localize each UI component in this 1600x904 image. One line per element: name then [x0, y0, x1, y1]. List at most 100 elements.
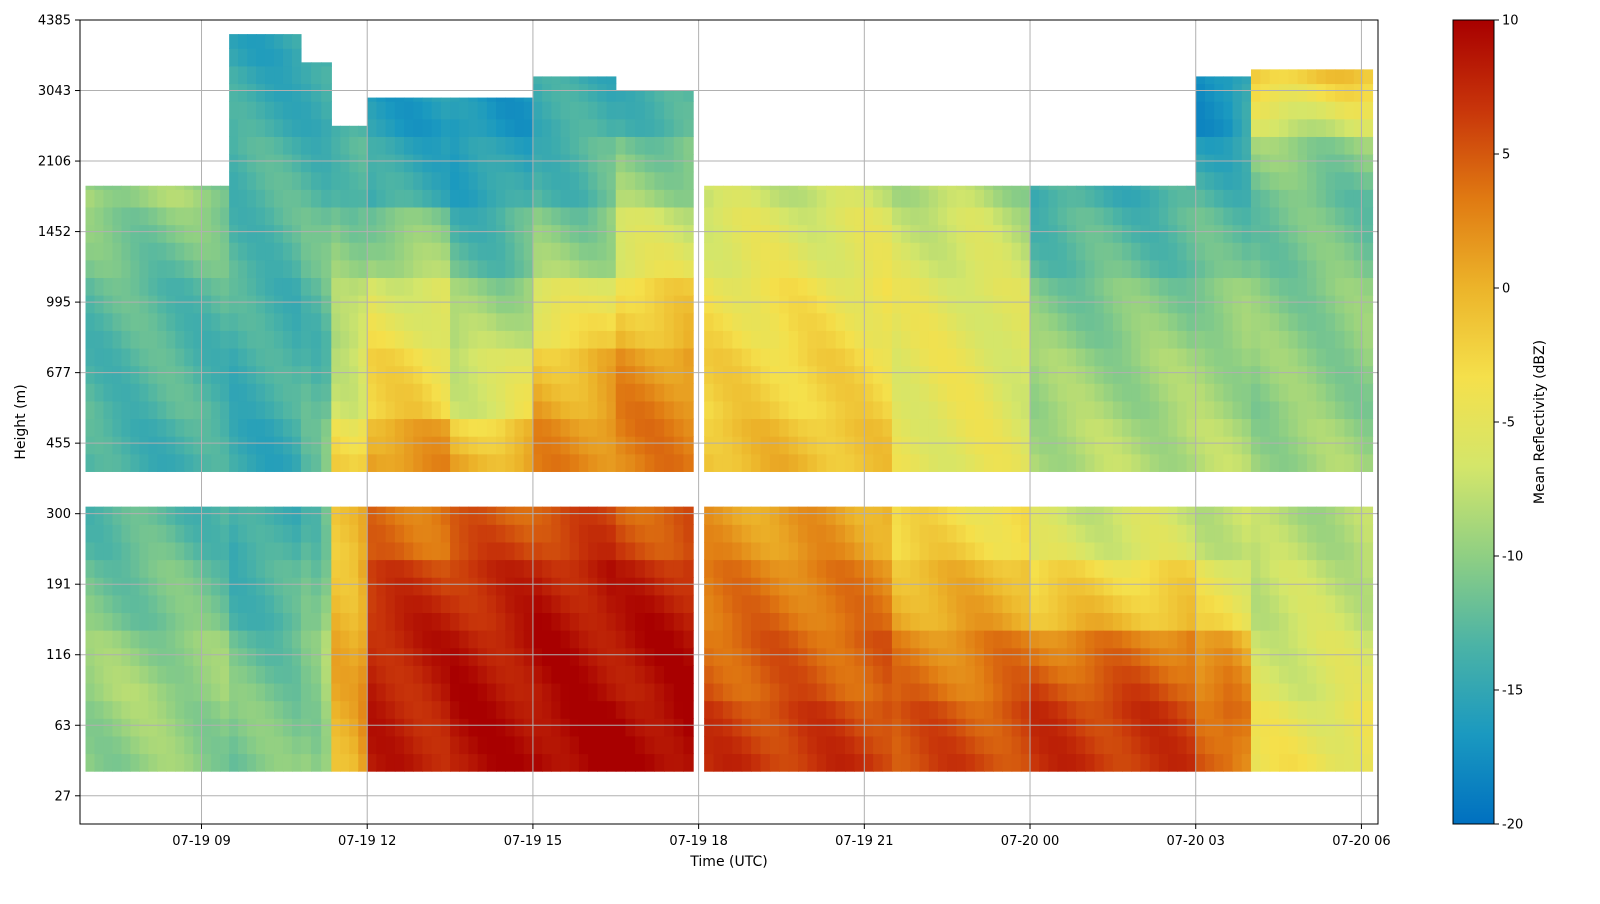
heatmap-cell — [928, 365, 939, 384]
heatmap-cell — [238, 65, 248, 85]
heatmap-cell — [459, 418, 470, 437]
heatmap-cell — [468, 682, 479, 702]
heatmap-cell — [282, 418, 293, 437]
heatmap-cell — [265, 383, 275, 402]
heatmap-cell — [148, 312, 158, 331]
heatmap-cell — [597, 383, 608, 402]
heatmap-cell — [901, 735, 911, 755]
heatmap-cell — [1363, 101, 1374, 120]
heatmap-cell — [247, 171, 257, 190]
heatmap-cell — [542, 154, 552, 173]
heatmap-cell — [588, 330, 598, 349]
heatmap-cell — [1048, 365, 1059, 384]
heatmap-cell — [431, 718, 442, 737]
heatmap-cell — [1353, 718, 1364, 737]
heatmap-cell — [1297, 259, 1308, 279]
heatmap-cell — [367, 154, 378, 173]
heatmap-cell — [291, 101, 302, 120]
heatmap-cell — [532, 259, 543, 279]
heatmap-cell — [1335, 559, 1346, 578]
heatmap-cell — [477, 718, 488, 737]
heatmap-cell — [340, 224, 350, 243]
heatmap-cell — [569, 594, 580, 614]
heatmap-cell — [413, 506, 424, 525]
heatmap-cell — [1297, 224, 1308, 243]
heatmap-cell — [635, 753, 646, 772]
heatmap-cell — [1140, 259, 1151, 279]
heatmap-cell — [615, 118, 627, 137]
heatmap-cell — [94, 612, 105, 631]
heatmap-cell — [1344, 506, 1355, 525]
heatmap-cell — [523, 259, 534, 279]
heatmap-cell — [130, 189, 140, 208]
heatmap-cell — [551, 735, 562, 755]
heatmap-cell — [1223, 436, 1234, 455]
heatmap-cell — [340, 125, 350, 137]
heatmap-cell — [901, 436, 911, 455]
heatmap-cell — [103, 189, 114, 208]
heatmap-cell — [486, 718, 497, 737]
heatmap-cell — [891, 242, 902, 261]
heatmap-cell — [974, 259, 985, 279]
heatmap-cell — [713, 185, 724, 190]
heatmap-cell — [816, 577, 827, 596]
heatmap-cell — [844, 735, 855, 755]
heatmap-cell — [1002, 559, 1013, 578]
heatmap-cell — [220, 206, 230, 226]
heatmap-cell — [615, 700, 627, 719]
heatmap-cell — [486, 171, 497, 190]
heatmap-cell — [798, 242, 809, 261]
heatmap-cell — [459, 541, 470, 561]
heatmap-cell — [965, 224, 976, 243]
heatmap-cell — [751, 453, 762, 472]
heatmap-cell — [440, 365, 451, 384]
heatmap-cell — [751, 189, 762, 208]
heatmap-cell — [1094, 224, 1105, 243]
heatmap-cell — [166, 224, 176, 243]
heatmap-cell — [130, 185, 140, 190]
heatmap-cell — [741, 383, 752, 402]
heatmap-cell — [664, 506, 675, 525]
heatmap-cell — [751, 594, 762, 614]
heatmap-cell — [779, 295, 790, 314]
heatmap-cell — [1085, 242, 1096, 261]
heatmap-cell — [807, 559, 818, 578]
heatmap-cell — [779, 735, 790, 755]
heatmap-cell — [578, 76, 589, 85]
heatmap-cell — [184, 665, 194, 684]
heatmap-cell — [505, 365, 516, 384]
heatmap-cell — [1186, 206, 1197, 226]
heatmap-cell — [265, 48, 275, 67]
heatmap-cell — [1269, 312, 1280, 331]
heatmap-cell — [1260, 400, 1271, 420]
heatmap-cell — [121, 577, 132, 596]
heatmap-cell — [901, 400, 911, 420]
heatmap-cell — [238, 206, 248, 226]
heatmap-cell — [974, 295, 985, 314]
heatmap-cell — [459, 312, 470, 331]
heatmap-cell — [606, 577, 617, 596]
heatmap-cell — [956, 718, 967, 737]
heatmap-cell — [1269, 665, 1280, 684]
heatmap-cell — [644, 189, 656, 208]
y-tick-label: 63 — [54, 719, 71, 734]
heatmap-cell — [103, 242, 114, 261]
heatmap-cell — [486, 101, 497, 120]
heatmap-cell — [1140, 242, 1151, 261]
heatmap-cell — [450, 118, 460, 137]
heatmap-cell — [247, 594, 257, 614]
heatmap-cell — [1204, 76, 1215, 85]
heatmap-cell — [1011, 418, 1022, 437]
heatmap-cell — [1316, 665, 1327, 684]
heatmap-cell — [422, 594, 433, 614]
heatmap-cell — [1030, 665, 1040, 684]
heatmap-cell — [1103, 665, 1114, 684]
heatmap-cell — [282, 753, 293, 772]
heatmap-cell — [835, 436, 846, 455]
heatmap-cell — [112, 577, 123, 596]
heatmap-cell — [340, 541, 350, 561]
heatmap-cell — [1020, 189, 1031, 208]
heatmap-cell — [422, 171, 433, 190]
heatmap-cell — [1057, 365, 1068, 384]
heatmap-cell — [560, 453, 571, 472]
